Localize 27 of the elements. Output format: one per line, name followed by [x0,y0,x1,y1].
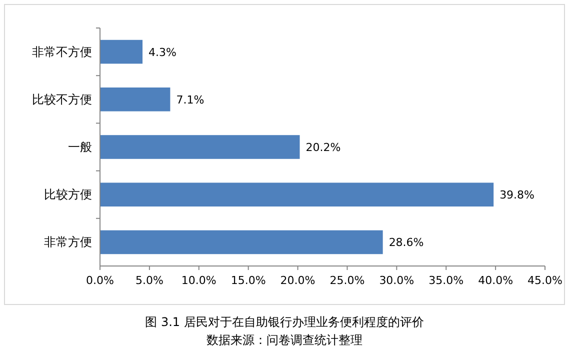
data-label: 7.1% [176,93,204,106]
bar [100,182,494,206]
y-tick-label: 一般 [68,140,92,154]
y-tick-label: 比较方便 [44,188,92,202]
bar [100,40,143,64]
data-label: 28.6% [388,236,424,250]
data-label: 4.3% [148,46,176,59]
data-label: 39.8% [500,188,535,202]
source-note: 数据来源：问卷调查统计整理 [206,333,362,347]
bar [100,88,170,112]
y-tick-label: 非常不方便 [32,44,92,59]
x-tick-label: 5.0% [135,274,164,287]
x-tick-label: 10.0% [181,274,216,287]
x-tick-label: 30.0% [379,274,414,287]
x-tick-label: 40.0% [478,274,514,287]
x-tick-label: 25.0% [330,274,365,287]
x-tick-label: 35.0% [428,274,464,287]
bar [100,135,300,159]
y-tick-label: 比较不方便 [32,92,92,106]
x-tick-label: 0.0% [86,274,114,287]
x-tick-label: 15.0% [230,274,266,287]
data-label: 20.2% [306,141,341,154]
bar [100,230,383,254]
x-tick-label: 20.0% [280,274,316,287]
x-tick-label: 45.0% [528,274,562,287]
text: 图 3.1 居民对于在自助银行办理业务便利程度的评价 [145,315,424,329]
y-tick-label: 非常方便 [44,235,92,250]
